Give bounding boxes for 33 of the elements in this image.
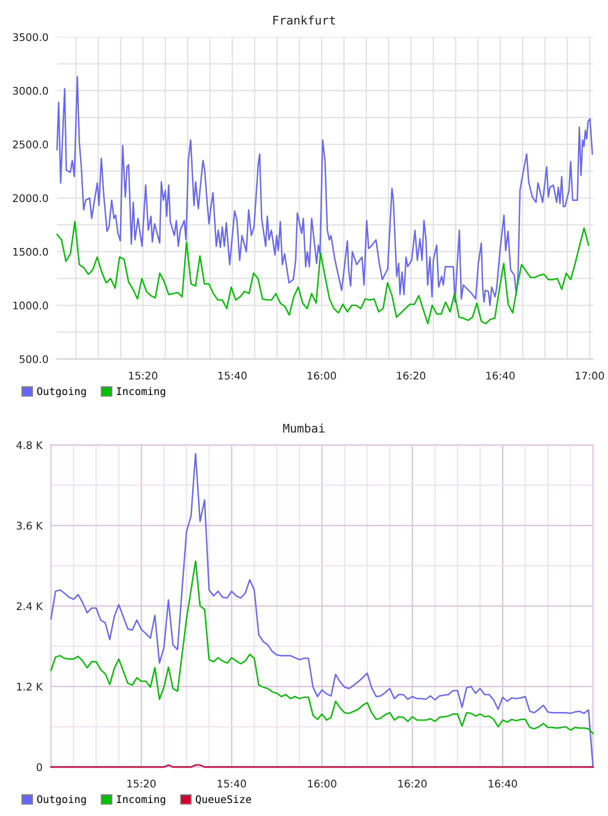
- y-tick-label: 4.8 K: [16, 441, 43, 450]
- chart-title: Frankfurt: [273, 16, 335, 25]
- x-tick-label: 16:00: [308, 780, 336, 788]
- legend-label: Incoming: [116, 795, 166, 806]
- x-tick-label: 15:40: [218, 372, 247, 380]
- y-tick-label: 1.2 K: [17, 682, 43, 690]
- y-tick-label: 1500.0: [13, 248, 48, 256]
- legend-label: Incoming: [116, 387, 166, 398]
- x-tick-label: 16:40: [486, 372, 515, 380]
- line-series: [56, 76, 594, 306]
- line-series: [50, 560, 594, 734]
- x-tick-label: 16:00: [308, 372, 336, 380]
- y-tick-label: 2500.0: [12, 140, 48, 148]
- x-tick-label: 17:00: [576, 372, 604, 380]
- y-tick-label: 3.6 K: [16, 522, 43, 530]
- line-series: [56, 220, 590, 324]
- y-tick-label: 3000.0: [13, 86, 48, 95]
- legend-label: QueueSize: [196, 795, 252, 804]
- legend-label: Outgoing: [37, 387, 86, 398]
- x-tick-label: 16:40: [488, 780, 517, 788]
- y-tick-label: 0: [36, 763, 42, 772]
- x-tick-label: 16:20: [398, 780, 427, 788]
- y-tick-label: 2000.0: [12, 194, 48, 202]
- legend-label: Outgoing: [37, 795, 86, 806]
- y-tick-label: 3500.0: [13, 33, 48, 42]
- y-tick-label: 2.4 K: [16, 602, 43, 610]
- chart-title: Mumbai: [283, 424, 325, 433]
- y-tick-label: 500.0: [20, 355, 48, 364]
- x-tick-label: 16:20: [397, 372, 426, 380]
- x-tick-label: 15:20: [129, 372, 158, 380]
- x-tick-label: 15:20: [127, 780, 156, 788]
- y-tick-label: 1000.0: [13, 302, 48, 310]
- x-tick-label: 15:40: [218, 780, 246, 788]
